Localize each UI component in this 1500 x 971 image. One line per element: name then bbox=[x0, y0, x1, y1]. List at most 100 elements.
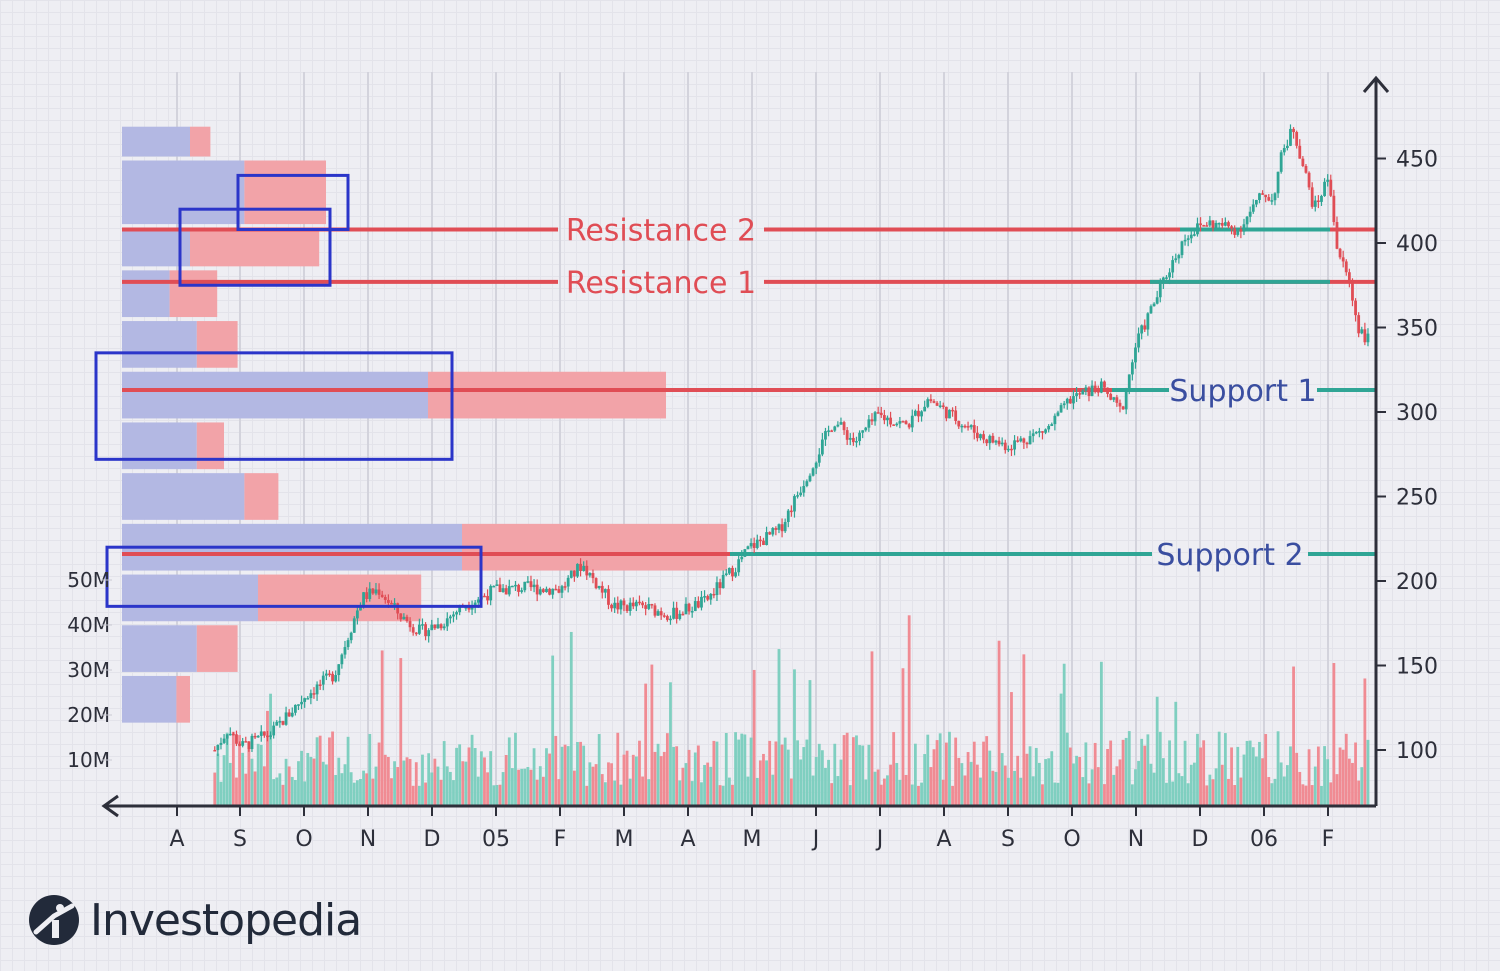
volume-bar bbox=[758, 760, 762, 806]
volume-bar bbox=[718, 785, 722, 806]
candle-body bbox=[975, 432, 979, 439]
volume-bar bbox=[1044, 759, 1047, 806]
volume-bar bbox=[554, 735, 558, 806]
candle-body bbox=[1363, 329, 1367, 343]
volume-bar bbox=[969, 761, 973, 806]
candle-body bbox=[300, 701, 303, 705]
y-tick-label: 400 bbox=[1396, 232, 1438, 257]
candle-body bbox=[923, 406, 927, 412]
volume-bar bbox=[324, 764, 328, 806]
volume-bar bbox=[520, 768, 524, 806]
candle-body bbox=[625, 605, 629, 612]
candle-body bbox=[886, 417, 889, 421]
volume-bar bbox=[1192, 762, 1196, 806]
candle-body bbox=[799, 492, 803, 496]
profile-bar-up bbox=[122, 574, 258, 622]
volume-bar bbox=[1078, 757, 1082, 806]
volume-bar bbox=[374, 766, 378, 806]
candle-body bbox=[436, 624, 440, 629]
volume-bar bbox=[427, 753, 431, 806]
x-tick-label: N bbox=[1128, 827, 1144, 852]
candle-body bbox=[901, 421, 905, 423]
volume-bar bbox=[1214, 768, 1218, 806]
volume-bar bbox=[303, 781, 307, 806]
candle-body bbox=[1279, 152, 1283, 172]
volume-bar bbox=[1174, 701, 1178, 806]
candle-body bbox=[510, 585, 514, 588]
volume-bar bbox=[1233, 785, 1237, 806]
candle-body bbox=[932, 401, 936, 403]
candle-body bbox=[904, 421, 908, 425]
candle-body bbox=[228, 733, 232, 736]
volume-bar bbox=[932, 749, 936, 806]
candle-body bbox=[690, 611, 694, 613]
volume-bar bbox=[1177, 773, 1181, 806]
volume-bar bbox=[734, 732, 737, 806]
volume-bar bbox=[1028, 746, 1032, 806]
volume-bar bbox=[349, 772, 353, 806]
volume-bar bbox=[526, 767, 530, 806]
volume-bar bbox=[1220, 764, 1224, 806]
annotation-boxes bbox=[94, 173, 483, 608]
volume-bar bbox=[882, 778, 886, 806]
candle-body bbox=[1230, 226, 1233, 229]
candle-body bbox=[864, 427, 868, 431]
candle-body bbox=[402, 616, 406, 620]
candle-body bbox=[845, 430, 849, 440]
candle-body bbox=[848, 437, 852, 440]
volume-bar bbox=[259, 744, 263, 806]
candle-body bbox=[715, 582, 719, 596]
candle-body bbox=[244, 741, 248, 743]
profile-bar-up bbox=[122, 625, 197, 672]
candle-body bbox=[1351, 282, 1354, 301]
profile-bar-down bbox=[176, 675, 190, 723]
volume-bar bbox=[448, 771, 452, 806]
candle-body bbox=[1261, 193, 1264, 195]
volume-bar bbox=[659, 756, 663, 806]
x-tick-label: 05 bbox=[482, 827, 510, 852]
volume-bar bbox=[1090, 769, 1094, 806]
candle-body bbox=[771, 528, 775, 535]
candle-body bbox=[225, 734, 229, 739]
volume-bar bbox=[1062, 663, 1066, 806]
candle-body bbox=[681, 613, 685, 616]
volume-bar bbox=[315, 737, 319, 806]
volume-bar bbox=[724, 733, 728, 806]
volume-bar bbox=[1118, 759, 1122, 806]
candle-body bbox=[566, 577, 570, 587]
candle-body bbox=[1177, 255, 1181, 259]
candle-body bbox=[780, 524, 784, 532]
volume-bar bbox=[1072, 763, 1075, 806]
candle-body bbox=[1196, 223, 1199, 235]
volume-bar bbox=[1347, 758, 1351, 806]
volume-bar bbox=[1251, 747, 1255, 806]
candle-body bbox=[498, 584, 502, 593]
volume-bar bbox=[1320, 785, 1323, 806]
candle-body bbox=[414, 632, 418, 635]
volume-bar bbox=[1186, 783, 1190, 806]
candle-body bbox=[879, 412, 883, 416]
candle-body bbox=[520, 590, 524, 592]
candle-body bbox=[638, 601, 641, 604]
x-tick-label: S bbox=[233, 827, 247, 852]
candle-body bbox=[960, 425, 964, 428]
volume-bar bbox=[693, 752, 697, 806]
candle-body bbox=[631, 602, 635, 607]
candle-body bbox=[541, 589, 545, 593]
volume-bar bbox=[272, 779, 276, 806]
volume-bar bbox=[994, 771, 998, 806]
volume-bar bbox=[842, 735, 846, 806]
volume-bar bbox=[222, 755, 226, 806]
candle-body bbox=[1171, 260, 1175, 273]
candle-body bbox=[315, 684, 319, 695]
level-lines bbox=[122, 227, 1376, 556]
volume-bar bbox=[231, 731, 235, 806]
candle-body bbox=[1010, 448, 1013, 451]
candle-body bbox=[368, 588, 372, 600]
volume-bar bbox=[600, 774, 604, 806]
candle-body bbox=[572, 570, 576, 577]
volume-bar bbox=[287, 766, 291, 806]
volume-bar bbox=[300, 750, 303, 806]
candle-body bbox=[424, 624, 427, 637]
volume-bar bbox=[588, 762, 592, 806]
